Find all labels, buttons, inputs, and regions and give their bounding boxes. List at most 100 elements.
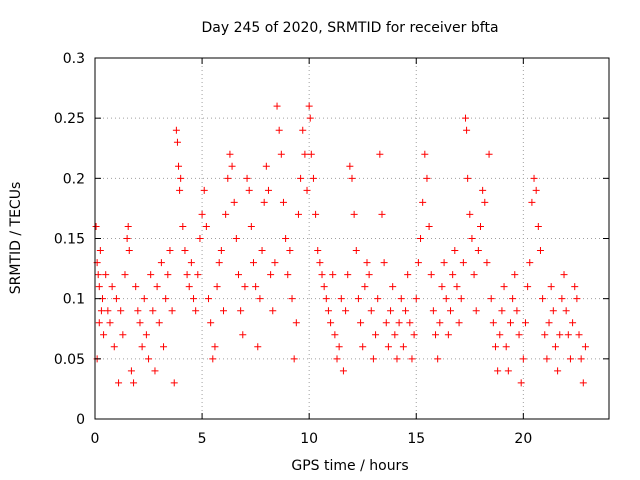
data-point [421,150,429,158]
data-point [96,247,104,255]
data-point [260,198,268,206]
data-point [130,379,138,387]
data-point [472,307,480,315]
data-point [564,331,572,339]
data-point [258,247,266,255]
data-point [119,331,127,339]
data-point [528,198,536,206]
data-point [312,210,320,218]
data-point [434,355,442,363]
data-point [410,331,418,339]
data-point [179,222,187,230]
data-point [519,355,527,363]
data-point [352,247,360,255]
chart-title: Day 245 of 2020, SRMTID for receiver bft… [201,20,498,36]
data-point [100,331,108,339]
data-point [558,295,566,303]
data-point [395,319,403,327]
data-point [297,174,305,182]
data-point [282,235,290,242]
data-point [239,331,247,339]
data-point [479,186,487,194]
data-point [521,319,529,327]
data-point [466,210,474,218]
data-point [127,367,135,375]
data-point [162,295,170,303]
data-point [155,319,163,327]
data-point [249,259,257,267]
data-point [245,186,253,194]
data-point [324,307,332,315]
data-point [320,283,328,291]
data-point [232,235,240,242]
data-point [228,162,236,170]
data-point [447,307,455,315]
data-point [123,235,131,242]
data-point [176,186,184,194]
data-point [477,222,484,230]
data-point [571,283,579,291]
data-point [378,210,386,218]
data-point [354,295,362,303]
data-point [267,271,275,279]
data-point [264,186,272,194]
data-point [309,174,317,182]
data-point [185,283,193,291]
data-point [526,259,534,267]
data-point [213,283,221,291]
data-point [132,283,140,291]
data-point [95,283,103,291]
data-point [500,283,508,291]
data-point [545,319,553,327]
data-point [524,283,532,291]
data-point [172,126,180,134]
data-point [222,210,230,218]
data-point [389,283,397,291]
data-point [271,259,279,267]
data-point [112,295,120,303]
data-point [117,307,125,315]
x-tick-label: 20 [514,431,532,447]
data-point [436,319,444,327]
x-tick-label: 0 [91,431,100,447]
data-point [581,343,589,351]
y-tick-label: 0.3 [63,51,85,67]
data-point [376,150,384,158]
data-point [382,319,390,327]
data-point [534,222,542,230]
data-point [342,307,350,315]
data-point [269,307,277,315]
data-point [491,343,499,351]
x-tick-label: 5 [198,431,207,447]
data-point [511,271,519,279]
data-point [256,295,264,303]
data-point [357,319,365,327]
data-point [217,247,225,255]
data-point [196,235,204,242]
data-point [346,162,354,170]
data-point [337,295,345,303]
data-point [483,259,491,267]
y-axis-label: SRMTID / TECUs [8,182,24,295]
data-point [243,174,251,182]
data-point [575,331,583,339]
data-point [94,271,102,279]
data-point [515,331,523,339]
data-point [327,319,335,327]
data-point [429,307,437,315]
data-point [513,307,521,315]
data-point [487,295,495,303]
y-tick-label: 0.15 [54,232,85,248]
data-point [301,150,309,158]
data-point [277,150,285,158]
data-point [166,247,174,255]
data-point [181,247,189,255]
data-point [474,247,482,255]
data-point [412,295,420,303]
data-point [459,259,467,267]
data-point [419,198,427,206]
data-point [560,271,568,279]
data-point [506,319,514,327]
data-point [442,295,450,303]
